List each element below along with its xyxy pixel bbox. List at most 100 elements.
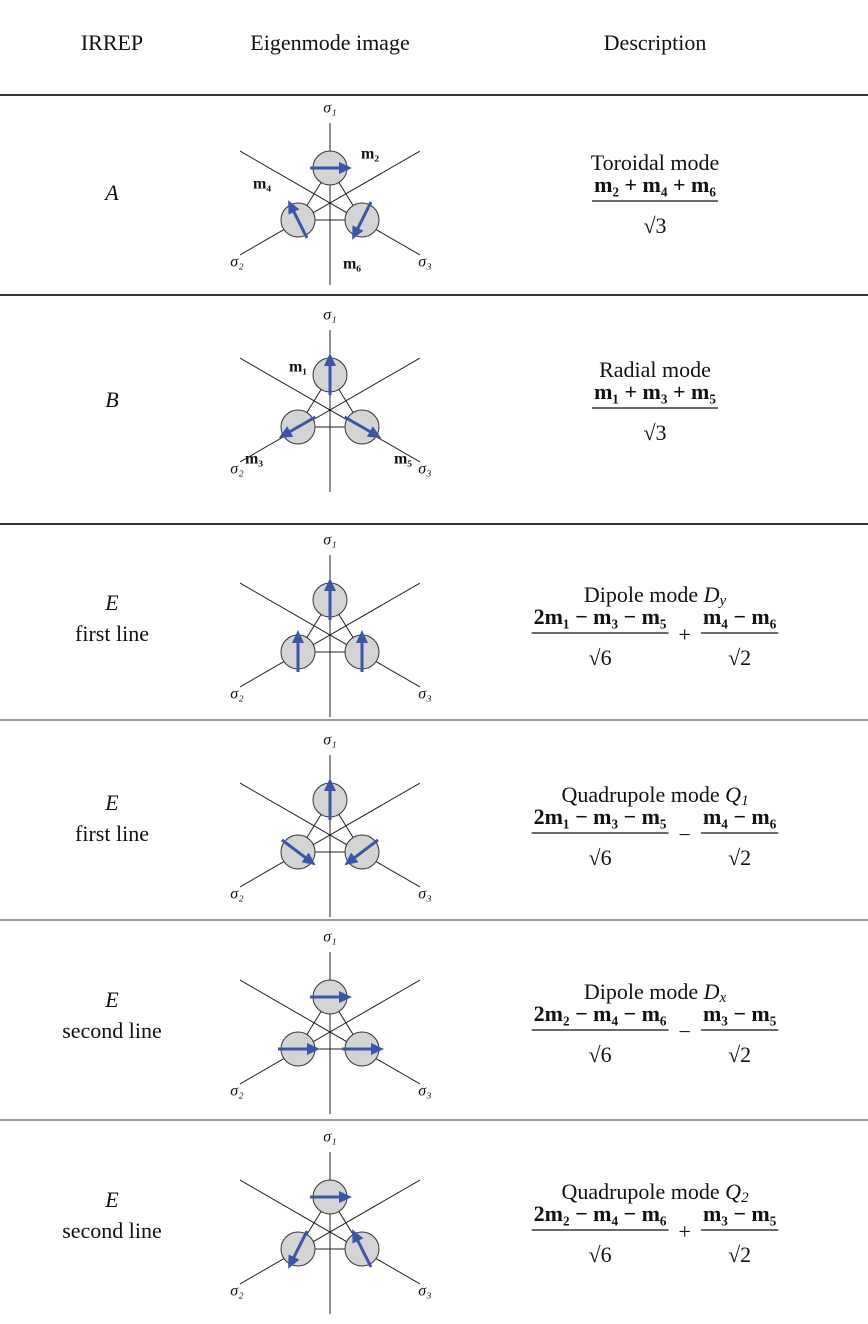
eigenmode-image: σ₁ σ₂ σ₃ [230, 732, 432, 917]
numerator: 2m₁ − m₃ − m₅ [534, 604, 667, 629]
moment-arrow [354, 201, 373, 234]
triangle [297, 374, 363, 428]
mode-subscript: x [718, 990, 726, 1006]
denominator: √6 [589, 845, 612, 870]
denominator: √2 [728, 1042, 751, 1067]
numerator: m₃ − m₅ [703, 1001, 777, 1026]
axis-label: σ₁ [323, 100, 336, 117]
axis-label: σ₁ [323, 1129, 336, 1146]
arrow-head [324, 353, 336, 366]
mode-name: Quadrupole mode Q2 [561, 1179, 749, 1206]
denominator: √2 [728, 845, 751, 870]
operator: − [679, 1019, 691, 1044]
arrow-head [324, 578, 336, 591]
fraction: m₁ + m₃ + m₅ √3 [592, 379, 718, 445]
fraction: 2m₂ − m₄ − m₆ √6 [531, 1001, 669, 1067]
axis-label: σ₂ [230, 461, 244, 478]
axis-label: σ₃ [418, 254, 431, 271]
arrow-head [288, 1254, 300, 1269]
mode-symbol: Q [725, 782, 741, 807]
axis-label: σ₃ [418, 1083, 431, 1100]
header-irrep: IRREP [81, 30, 143, 55]
triangle [297, 599, 363, 653]
axis-label: σ₃ [418, 686, 431, 703]
numerator: m₂ + m₄ + m₆ [594, 172, 716, 197]
moment-arrow [354, 1235, 373, 1268]
arrow-head [371, 1043, 384, 1055]
axis-label: σ₁ [323, 532, 336, 549]
irrep: B [105, 387, 118, 412]
irrep: E [104, 590, 119, 615]
moment-label: m₃ [245, 451, 263, 468]
moment-arrow [290, 1230, 309, 1263]
mode-symbol: D [703, 582, 720, 607]
numerator: m₃ − m₅ [703, 1201, 777, 1226]
moment-arrow [281, 838, 311, 862]
axis-label: σ₁ [323, 732, 336, 749]
moment-arrow [343, 415, 375, 436]
triangle [297, 1196, 363, 1250]
fraction: 2m₁ − m₃ − m₅ √6 [531, 804, 669, 870]
axis-label: σ₂ [230, 254, 244, 271]
arrow-head [288, 200, 300, 215]
irrep-line: first line [75, 621, 149, 646]
arrow-head [366, 426, 382, 438]
numerator: 2m₁ − m₃ − m₅ [534, 804, 667, 829]
mode-text: Quadrupole mode [561, 782, 719, 807]
mode-name: Dipole mode Dy [584, 582, 727, 609]
denominator: √6 [589, 645, 612, 670]
numerator: 2m₂ − m₄ − m₆ [534, 1201, 667, 1226]
fraction: m₂ + m₄ + m₆ √3 [592, 172, 718, 238]
arrow-head [352, 1229, 364, 1244]
denominator: √3 [643, 213, 666, 238]
denominator: √6 [589, 1042, 612, 1067]
eigenmode-image: σ₁ σ₂ σ₃ [230, 532, 432, 717]
arrow-head [339, 162, 352, 174]
axis-label: σ₂ [230, 1083, 244, 1100]
operator: − [679, 822, 691, 847]
denominator: √6 [589, 1242, 612, 1267]
mode-text: Radial mode [599, 357, 711, 382]
mode-name: Toroidal mode [591, 150, 720, 175]
arrow-head [356, 630, 368, 643]
fraction: m₃ − m₅ √2 [700, 1001, 779, 1067]
fraction: m₃ − m₅ √2 [700, 1201, 779, 1267]
fraction: m₄ − m₆ √2 [700, 604, 779, 670]
moment-arrow [290, 206, 309, 239]
irrep: E [104, 987, 119, 1012]
arrow-head [307, 1043, 320, 1055]
arrow-head [339, 1191, 352, 1203]
denominator: √2 [728, 1242, 751, 1267]
arrow-head [278, 426, 294, 438]
mode-symbol: D [703, 979, 720, 1004]
mode-name: Radial mode [599, 357, 711, 382]
axis-label: σ₂ [230, 686, 244, 703]
irrep: E [104, 1187, 119, 1212]
eigenmode-image: σ₁ σ₂ σ₃ m₁ m₃ m₅ [230, 307, 432, 492]
header-description: Description [604, 30, 707, 55]
fraction: m₄ − m₆ √2 [700, 804, 779, 870]
axis-label: σ₁ [323, 929, 336, 946]
triangle [297, 996, 363, 1050]
denominator: √2 [728, 645, 751, 670]
axis [239, 782, 421, 888]
axis [239, 150, 421, 256]
axis-label: σ₂ [230, 1283, 244, 1300]
axis-label: σ₃ [418, 1283, 431, 1300]
fraction: 2m₁ − m₃ − m₅ √6 [531, 604, 669, 670]
moment-label: m₄ [253, 176, 271, 193]
mode-subscript: 1 [741, 793, 749, 809]
moment-label: m₁ [289, 359, 307, 376]
moment-arrow [285, 415, 317, 436]
mode-subscript: y [717, 593, 726, 609]
arrow-head [339, 991, 352, 1003]
numerator: m₄ − m₆ [703, 804, 777, 829]
axis-label: σ₂ [230, 886, 244, 903]
denominator: √3 [643, 420, 666, 445]
header-image: Eigenmode image [250, 30, 409, 55]
arrow-head [344, 852, 359, 866]
eigenmode-image: σ₁ σ₂ σ₃ [230, 929, 432, 1114]
mode-name: Dipole mode Dx [584, 979, 727, 1006]
